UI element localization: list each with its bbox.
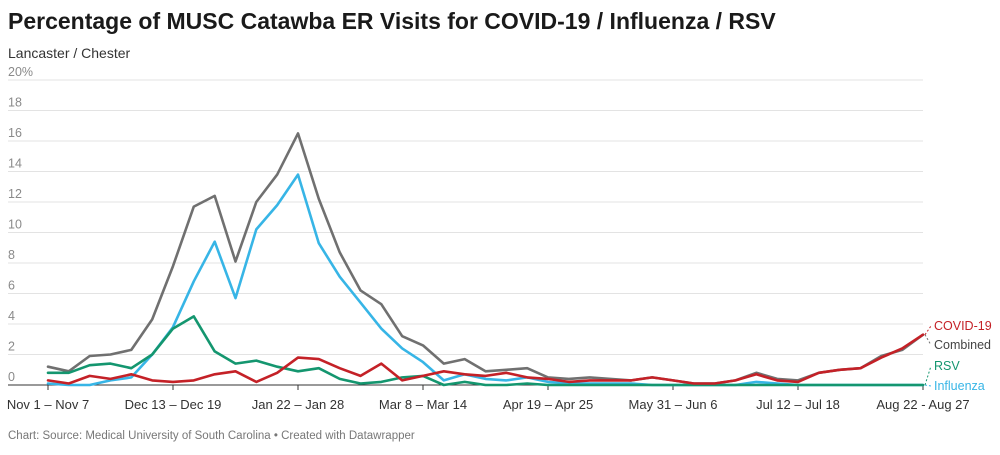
y-tick-label: 20% xyxy=(8,65,33,79)
series-label-connector xyxy=(924,334,932,346)
y-axis: 0 2 4 6 8 10 12 14 16 18 20% xyxy=(8,65,33,384)
series-label-covid-19: COVID-19 xyxy=(934,319,992,333)
series-label-connector xyxy=(924,384,932,387)
y-tick-label: 2 xyxy=(8,340,15,354)
series-lines xyxy=(46,132,925,387)
x-axis: Nov 1 – Nov 7 Dec 13 – Dec 19 Jan 22 – Jan… xyxy=(7,385,970,412)
series-line-covid-19 xyxy=(46,333,925,385)
series-label-connector xyxy=(924,365,932,386)
series-label-connector xyxy=(924,325,932,335)
series-label-rsv: RSV xyxy=(934,359,960,373)
y-tick-label: 8 xyxy=(8,248,15,262)
x-tick-label: Nov 1 – Nov 7 xyxy=(7,397,89,412)
series-line-rsv xyxy=(46,315,925,387)
gridlines xyxy=(8,79,923,386)
y-tick-label: 10 xyxy=(8,218,22,232)
chart-title: Percentage of MUSC Catawba ER Visits for… xyxy=(8,8,776,34)
x-tick-label: Mar 8 – Mar 14 xyxy=(379,397,467,412)
x-tick-label: Apr 19 – Apr 25 xyxy=(503,397,593,412)
y-tick-label: 0 xyxy=(8,370,15,384)
y-tick-label: 16 xyxy=(8,126,22,140)
series-label-influenza: Influenza xyxy=(934,379,985,393)
y-tick-label: 18 xyxy=(8,96,22,110)
series-line-influenza xyxy=(46,173,925,387)
series-line-combined xyxy=(46,132,925,385)
series-labels: Combined Influenza RSV COVID-19 xyxy=(924,319,992,393)
y-tick-label: 6 xyxy=(8,279,15,293)
chart-subtitle: Lancaster / Chester xyxy=(8,45,131,61)
y-tick-label: 12 xyxy=(8,187,22,201)
y-tick-label: 4 xyxy=(8,309,15,323)
x-tick-label: Jan 22 – Jan 28 xyxy=(252,397,345,412)
x-tick-label: Dec 13 – Dec 19 xyxy=(125,397,222,412)
x-tick-label: Aug 22 - Aug 27 xyxy=(876,397,969,412)
x-tick-label: May 31 – Jun 6 xyxy=(629,397,718,412)
x-tick-label: Jul 12 – Jul 18 xyxy=(756,397,840,412)
chart-footer: Chart: Source: Medical University of Sou… xyxy=(8,430,415,442)
series-label-combined: Combined xyxy=(934,338,991,352)
y-tick-label: 14 xyxy=(8,157,22,171)
